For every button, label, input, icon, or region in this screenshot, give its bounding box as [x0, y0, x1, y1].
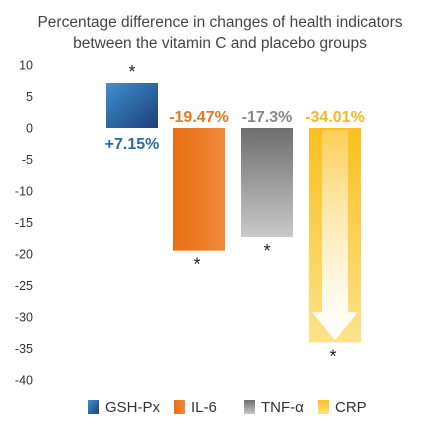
legend-swatch — [174, 400, 185, 414]
y-tick-label: 0 — [26, 122, 33, 136]
legend-label: GSH-Px — [105, 399, 161, 416]
bars — [106, 82, 361, 343]
y-tick-label: -25 — [15, 279, 33, 293]
significance-mark: * — [128, 62, 135, 82]
significance-mark: * — [329, 346, 336, 366]
y-tick-label: -10 — [15, 185, 33, 199]
y-tick-label: 10 — [19, 59, 33, 73]
bar-tnf- — [241, 128, 293, 237]
legend: GSH-Px IL-6 TNF-α CRP — [88, 399, 367, 416]
chart-title-line-2: between the vitamin C and placebo groups — [73, 35, 367, 52]
legend-swatch — [318, 400, 329, 414]
y-tick-label: -5 — [22, 153, 33, 167]
y-tick-label: 5 — [26, 90, 33, 104]
legend-label: TNF-α — [261, 399, 304, 416]
data-label: -17.3% — [242, 109, 293, 126]
data-label: -34.01% — [305, 109, 365, 126]
legend-label: CRP — [335, 399, 367, 416]
data-labels: * +7.15% * -19.47% * -17.3% * -34.01% — [105, 62, 365, 366]
significance-mark: * — [193, 255, 200, 275]
bar-gsh-px — [106, 82, 158, 128]
y-tick-label: -40 — [15, 374, 33, 388]
down-arrow-icon — [312, 130, 358, 341]
legend-label: IL-6 — [191, 399, 217, 416]
significance-mark: * — [263, 241, 270, 261]
y-tick-label: -35 — [15, 342, 33, 356]
y-tick-label: -15 — [15, 216, 33, 230]
bar-il-6 — [173, 128, 225, 251]
y-axis: 10 5 0 -5 -10 -15 -20 -25 -30 -35 -40 — [15, 59, 33, 388]
data-label: +7.15% — [105, 136, 160, 153]
data-label: -19.47% — [169, 109, 229, 126]
chart-title-line-1: Percentage difference in changes of heal… — [37, 14, 402, 31]
legend-swatch — [244, 400, 255, 414]
y-tick-label: -20 — [15, 248, 33, 262]
y-tick-label: -30 — [15, 311, 33, 325]
legend-swatch — [88, 400, 99, 414]
